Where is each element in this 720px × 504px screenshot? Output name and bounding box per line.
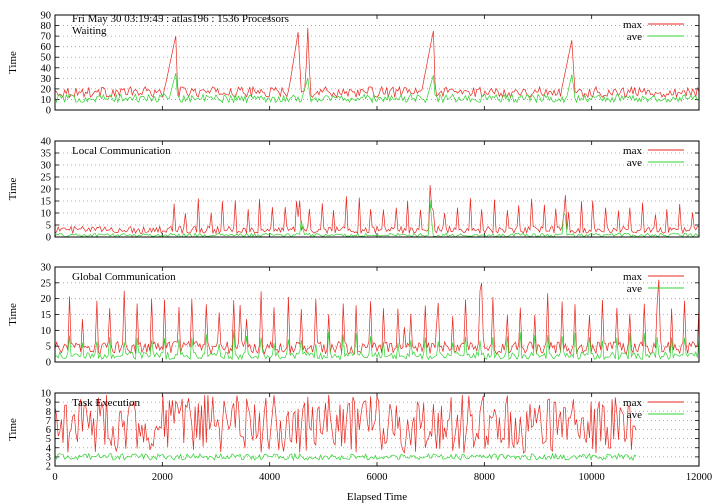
- y-tick-label: 15: [41, 310, 52, 321]
- y-tick-label: 0: [46, 106, 51, 117]
- y-tick-label: 60: [41, 42, 52, 53]
- x-tick-label: 2000: [152, 472, 173, 483]
- plot-frame: [54, 14, 700, 111]
- y-tick-label: 25: [41, 278, 52, 289]
- y-tick-label: 40: [41, 137, 52, 148]
- panel-title: Local Communication: [72, 145, 171, 157]
- legend-label-max: max: [623, 397, 642, 409]
- y-axis-label: Time: [7, 418, 19, 441]
- x-axis-label: Elapsed Time: [347, 491, 407, 503]
- y-tick-label: 30: [41, 161, 52, 172]
- y-tick-label: 10: [41, 209, 52, 220]
- plot-frame: [54, 140, 700, 238]
- y-tick-label: 15: [41, 197, 52, 208]
- series-line-max: [54, 185, 700, 235]
- y-tick-label: 10: [41, 95, 52, 106]
- plot-frame: [54, 266, 700, 363]
- y-axis-label: Time: [7, 303, 19, 326]
- y-tick-label: 6: [46, 425, 51, 436]
- y-tick-label: 0: [46, 233, 51, 244]
- x-tick-label: 8000: [474, 472, 495, 483]
- legend-label-max: max: [623, 271, 642, 283]
- y-tick-label: 20: [41, 84, 52, 95]
- x-tick-label: 12000: [686, 472, 712, 483]
- panel-3: 0 5 10 15 20 25 30 Global Communication Time maxa…: [7, 263, 700, 369]
- y-tick-label: 5: [46, 221, 51, 232]
- series-line-ave: [54, 200, 700, 238]
- y-tick-label: 40: [41, 63, 52, 74]
- series-line-ave: [54, 452, 637, 462]
- y-tick-label: 80: [41, 21, 52, 32]
- figure-header: Fri May 30 03:19:45 : atlas196 : 1536 Pr…: [72, 13, 289, 25]
- panel-title: Task Execution: [72, 397, 140, 409]
- x-tick-label: 4000: [259, 472, 280, 483]
- y-tick-label: 70: [41, 32, 52, 43]
- y-tick-label: 4: [46, 443, 52, 454]
- y-tick-label: 10: [41, 389, 52, 400]
- panel-title: Global Communication: [72, 271, 176, 283]
- y-tick-label: 25: [41, 173, 52, 184]
- legend-label-ave: ave: [627, 283, 642, 295]
- series-line-max: [54, 394, 637, 454]
- legend-label-ave: ave: [627, 409, 642, 421]
- y-tick-label: 3: [46, 452, 51, 463]
- x-tick-label: 10000: [579, 472, 605, 483]
- y-axis-label: Time: [7, 51, 19, 74]
- y-tick-label: 50: [41, 53, 52, 64]
- y-tick-label: 20: [41, 185, 52, 196]
- plot-frame: [54, 392, 700, 467]
- series-line-ave: [54, 73, 700, 104]
- y-tick-label: 20: [41, 294, 52, 305]
- panel-title: Waiting: [72, 25, 107, 37]
- y-tick-label: 7: [46, 416, 51, 427]
- y-tick-label: 90: [41, 11, 52, 22]
- y-tick-label: 0: [46, 358, 51, 369]
- y-tick-label: 8: [46, 407, 51, 418]
- y-tick-label: 9: [46, 398, 51, 409]
- series-line-ave: [54, 330, 700, 361]
- y-tick-label: 30: [41, 74, 52, 85]
- y-axis-label: Time: [7, 177, 19, 200]
- x-tick-label: 6000: [367, 472, 388, 483]
- y-tick-label: 10: [41, 326, 52, 337]
- legend-label-ave: ave: [627, 31, 642, 43]
- x-tick-label: 0: [52, 472, 57, 483]
- series-line-max: [54, 279, 700, 356]
- y-tick-label: 5: [46, 434, 51, 445]
- legend-label-max: max: [623, 145, 642, 157]
- series-line-max: [54, 27, 700, 99]
- legend-label-ave: ave: [627, 157, 642, 169]
- legend-label-max: max: [623, 19, 642, 31]
- y-tick-label: 2: [46, 462, 51, 473]
- y-tick-label: 5: [46, 342, 51, 353]
- y-tick-label: 35: [41, 149, 52, 160]
- y-tick-label: 30: [41, 263, 52, 274]
